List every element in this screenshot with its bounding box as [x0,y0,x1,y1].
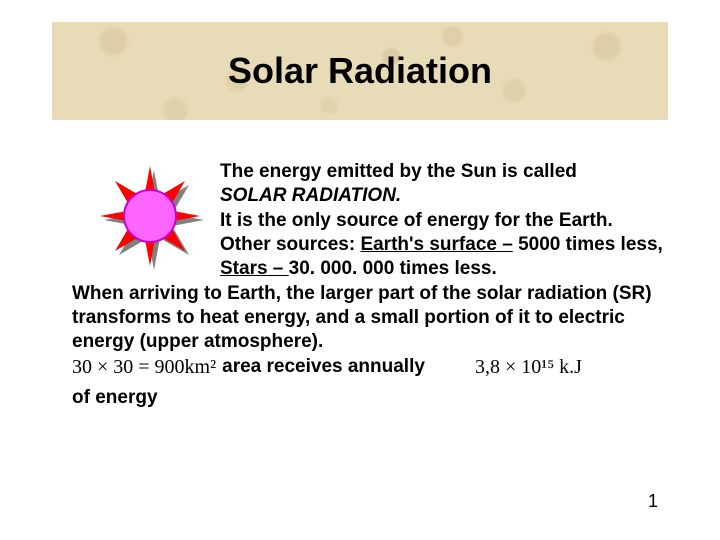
line-3: It is the only source of energy for the … [72,209,668,233]
page-number: 1 [648,491,658,512]
mid-text: area receives annually [222,355,425,379]
line-4c: 5000 times less, [513,234,663,255]
line-4: Other sources: Earth's surface – 5000 ti… [72,233,668,257]
line-1: The energy emitted by the Sun is called [72,160,668,184]
line-6: When arriving to Earth, the larger part … [72,282,668,355]
title-band: Solar Radiation [52,22,668,120]
line-2: SOLAR RADIATION. [72,184,668,208]
line-5b: 30. 000. 000 times less. [289,258,497,279]
slide-title: Solar Radiation [228,50,492,92]
formula-area: 30 × 30 = 900km² [72,355,216,381]
line-5a: Stars – [220,258,289,279]
tail-text: of energy [72,386,158,410]
body-text: The energy emitted by the Sun is called … [72,160,668,410]
line-4b: Earth's surface – [360,234,512,255]
formula-row: 30 × 30 = 900km² area receives annually … [72,355,668,411]
line-4a: Other sources: [220,234,360,255]
formula-energy: 3,8 × 10¹⁵ k.J [475,355,582,381]
line-5: Stars – 30. 000. 000 times less. [72,257,668,281]
